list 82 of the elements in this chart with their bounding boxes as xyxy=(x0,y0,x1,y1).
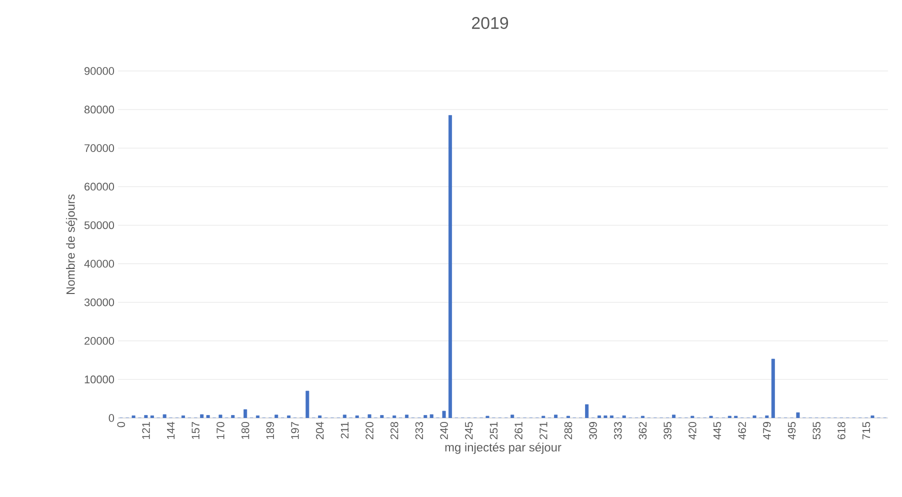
y-tick-label: 50000 xyxy=(84,221,114,230)
bar xyxy=(287,415,291,418)
bar xyxy=(796,412,800,418)
y-axis-title: Nombre de séjours xyxy=(66,194,78,294)
x-tick-label: 333 xyxy=(614,422,622,440)
x-tick-label: 288 xyxy=(564,422,572,440)
x-tick-label: 618 xyxy=(838,422,846,440)
y-tick-label: 80000 xyxy=(84,106,114,114)
bar xyxy=(162,414,166,418)
bar xyxy=(672,414,676,418)
y-tick-label: 70000 xyxy=(84,144,114,152)
bar xyxy=(870,415,874,418)
bar xyxy=(256,415,260,418)
bar xyxy=(144,415,148,418)
x-tick-label: 220 xyxy=(366,422,374,440)
bar xyxy=(206,415,210,418)
x-tick-label: 445 xyxy=(713,422,722,440)
x-tick-label: 420 xyxy=(688,422,696,440)
bar xyxy=(510,414,514,418)
x-tick-label: 362 xyxy=(638,422,647,440)
x-tick-label: 189 xyxy=(266,422,274,439)
bar xyxy=(405,414,409,418)
x-tick-label: 462 xyxy=(738,422,746,440)
bar xyxy=(150,415,154,418)
x-tick-label: 170 xyxy=(216,422,224,439)
y-tick-label: 90000 xyxy=(84,67,114,75)
bar xyxy=(231,415,235,418)
bar xyxy=(200,414,204,418)
x-tick-label: 309 xyxy=(589,422,597,440)
x-tick-label: 271 xyxy=(540,422,548,440)
bar xyxy=(342,414,346,418)
bar xyxy=(765,415,769,418)
x-tick-label: 240 xyxy=(440,422,448,440)
x-tick-label: 261 xyxy=(514,422,522,440)
bar xyxy=(355,415,359,418)
bar xyxy=(610,415,614,418)
y-tick-label: 10000 xyxy=(84,376,114,384)
x-tick-label: 228 xyxy=(390,422,398,440)
bar xyxy=(598,415,602,418)
x-tick-label: 715 xyxy=(862,422,870,440)
x-tick-label: 245 xyxy=(464,422,473,440)
y-tick-label: 40000 xyxy=(84,260,114,268)
bar xyxy=(442,410,446,418)
bar xyxy=(306,390,310,418)
x-tick-label: 233 xyxy=(415,422,424,440)
y-tick-label: 20000 xyxy=(84,337,114,345)
bar xyxy=(274,414,278,418)
y-tick-label: 30000 xyxy=(84,298,114,306)
y-tick-label: 0 xyxy=(108,414,114,422)
x-tick-label: 0 xyxy=(117,422,125,428)
x-tick-label: 121 xyxy=(142,422,150,439)
x-tick-label: 180 xyxy=(241,422,250,439)
bar xyxy=(318,415,322,418)
bar xyxy=(218,414,222,418)
x-tick-label: 144 xyxy=(167,422,175,439)
bar xyxy=(622,415,626,418)
x-tick-label: 495 xyxy=(788,422,796,440)
bar xyxy=(380,415,384,418)
bar xyxy=(181,415,185,418)
bar xyxy=(771,358,775,418)
chart-title: 2019 xyxy=(472,16,508,29)
bar xyxy=(448,115,452,418)
bar xyxy=(752,415,756,418)
x-tick-label: 395 xyxy=(664,422,672,440)
x-tick-label: 251 xyxy=(490,422,498,440)
bar xyxy=(430,414,434,418)
x-axis-title: mg injectés par séjour xyxy=(445,442,562,454)
bar xyxy=(244,409,248,418)
bar xyxy=(585,404,589,418)
bar xyxy=(368,414,372,418)
x-tick-label: 535 xyxy=(812,422,820,440)
bar xyxy=(604,415,608,418)
x-tick-label: 197 xyxy=(291,422,299,439)
y-tick-label: 60000 xyxy=(84,182,114,191)
bar xyxy=(132,415,136,418)
x-tick-label: 479 xyxy=(763,422,771,440)
bar xyxy=(392,415,396,418)
x-tick-label: 157 xyxy=(192,422,200,439)
bar xyxy=(424,415,428,418)
x-tick-label: 211 xyxy=(340,422,348,438)
x-tick-label: 204 xyxy=(316,422,324,440)
bar xyxy=(554,414,558,418)
